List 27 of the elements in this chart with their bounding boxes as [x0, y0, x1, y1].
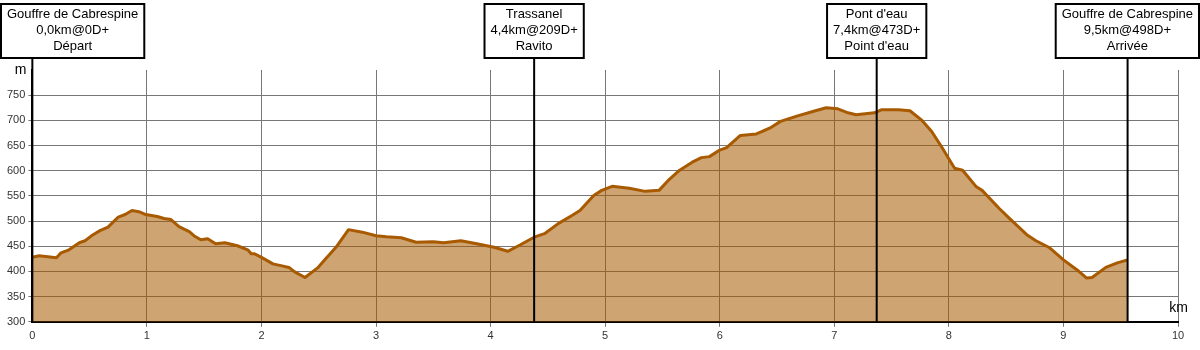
x-tick-label: 2: [258, 329, 265, 342]
x-tick-label: 0: [29, 329, 36, 342]
y-tick-label: 750: [6, 88, 26, 101]
x-tick-label: 5: [602, 329, 609, 342]
y-tick-label: 450: [6, 239, 26, 252]
x-tick-label: 1: [143, 329, 150, 342]
x-tick-label: 8: [945, 329, 952, 342]
ref-line-label: Gouffre de Cabrespine 9,5km@498D+ Arrivée: [1061, 6, 1193, 54]
x-tick-label: 6: [716, 329, 723, 342]
y-tick-label: 600: [6, 163, 26, 176]
y-axis-title: m: [14, 60, 27, 77]
x-tick-label: 3: [372, 329, 380, 342]
y-tick-label: 500: [6, 214, 26, 227]
ref-line-label: Pont d'eau 7,4km@473D+ Point d'eau: [833, 6, 921, 54]
y-tick-label: 700: [6, 113, 26, 126]
x-tick-label: 4: [487, 329, 494, 342]
y-tick-label: 300: [6, 314, 26, 327]
x-tick-label: 10: [1171, 329, 1185, 342]
ref-line-label: Trassanel 4,4km@209D+ Ravito: [490, 6, 578, 54]
y-tick-label: 550: [6, 188, 26, 201]
x-axis-title: km: [1169, 298, 1188, 315]
ref-line-label: Gouffre de Cabrespine 0,0km@0D+ Départ: [7, 6, 139, 54]
y-tick-label: 650: [6, 138, 26, 151]
x-tick-label: 7: [831, 329, 838, 342]
y-tick-label: 400: [6, 264, 26, 277]
y-tick-label: 350: [6, 289, 26, 302]
x-tick-label: 9: [1060, 329, 1067, 342]
